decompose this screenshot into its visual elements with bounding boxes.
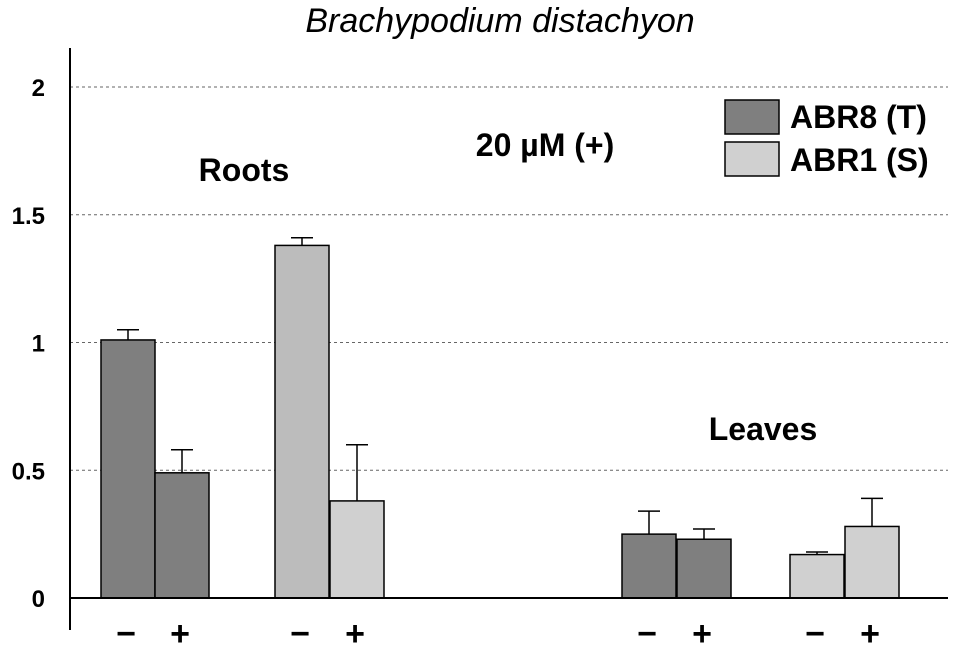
x-category-label: − — [637, 615, 657, 653]
treatment-label: 20 µM (+) — [476, 127, 614, 163]
x-category-label: − — [805, 615, 825, 653]
bar — [154, 472, 210, 599]
bar — [274, 244, 330, 599]
leaves-label: Leaves — [709, 411, 818, 447]
bar — [676, 538, 732, 599]
x-category-label: + — [692, 615, 712, 653]
x-category-label: + — [860, 615, 880, 653]
roots-label: Roots — [199, 152, 290, 188]
y-tick-label: 1 — [32, 331, 45, 358]
error-bars — [117, 236, 883, 555]
bar — [100, 339, 156, 599]
x-category-labels: − + − + − + − + — [116, 615, 880, 653]
legend-label-abr8: ABR8 (T) — [790, 99, 927, 135]
chart-title: Brachypodium distachyon — [305, 2, 694, 40]
x-category-label: + — [170, 615, 190, 653]
bar — [844, 525, 900, 599]
legend-label-abr1: ABR1 (S) — [790, 142, 929, 178]
y-tick-labels: 0 0.5 1 1.5 2 — [12, 75, 45, 613]
x-category-label: − — [116, 615, 136, 653]
bar — [621, 533, 677, 599]
y-tick-label: 0 — [32, 586, 45, 613]
y-tick-label: 0.5 — [12, 458, 45, 485]
bar — [789, 553, 845, 599]
x-category-label: − — [290, 615, 310, 653]
bar — [329, 500, 385, 599]
legend-swatch-abr8 — [724, 99, 780, 135]
y-tick-label: 2 — [32, 75, 45, 102]
legend: ABR8 (T) ABR1 (S) — [724, 99, 929, 178]
bars — [100, 244, 900, 599]
y-tick-label: 1.5 — [12, 203, 45, 230]
x-category-label: + — [345, 615, 365, 653]
gridlines — [70, 86, 948, 471]
legend-swatch-abr1 — [724, 141, 780, 177]
